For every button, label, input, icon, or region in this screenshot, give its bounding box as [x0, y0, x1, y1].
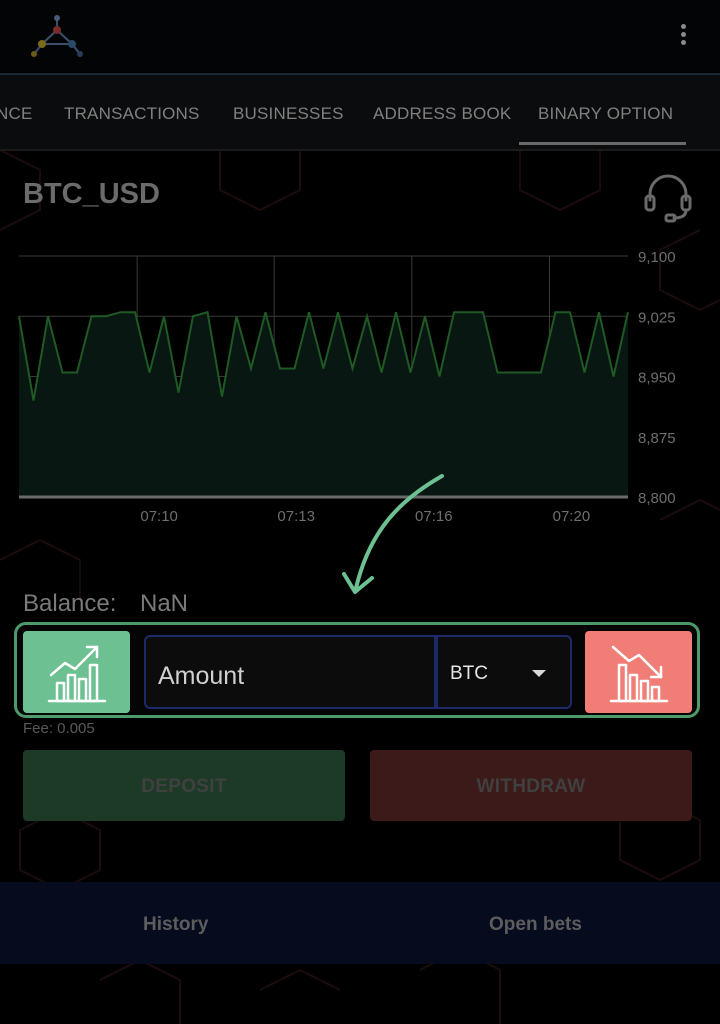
- price-area: [19, 312, 628, 497]
- y-tick-label: 8,800: [638, 490, 676, 507]
- app-bar: [0, 0, 720, 72]
- tab-transactions[interactable]: TRANSACTIONS: [64, 104, 200, 123]
- bet-down-button[interactable]: [585, 631, 692, 713]
- balance-label: Balance:: [23, 590, 117, 617]
- withdraw-button[interactable]: WITHDRAW: [370, 750, 692, 821]
- tab-businesses[interactable]: BUSINESSES: [233, 104, 344, 123]
- bet-up-button[interactable]: [23, 631, 130, 713]
- bar-chart-down-icon: [609, 645, 669, 703]
- y-tick-label: 8,950: [638, 370, 676, 387]
- pair-title: BTC_USD: [23, 178, 160, 210]
- curved-arrow-icon: [342, 474, 444, 594]
- x-tick-label: 07:13: [277, 508, 315, 525]
- deposit-button[interactable]: DEPOSIT: [23, 750, 345, 821]
- more-vert-icon[interactable]: [672, 24, 694, 50]
- price-chart: 9,100 9,025 8,950 8,875 8,800 07:10 07:13 07:1…: [18, 249, 676, 525]
- tab-balance[interactable]: NCE: [0, 104, 33, 123]
- currency-label: BTC: [450, 663, 488, 684]
- y-tick-label: 9,100: [638, 249, 676, 266]
- currency-select[interactable]: BTC: [436, 635, 572, 709]
- nav-open-bets[interactable]: Open bets: [489, 914, 582, 935]
- bar-chart-up-icon: [47, 645, 107, 703]
- deposit-label: DEPOSIT: [141, 776, 227, 797]
- amount-field[interactable]: [144, 635, 436, 709]
- withdraw-label: WITHDRAW: [476, 776, 586, 797]
- balance-value: NaN: [140, 590, 189, 617]
- tab-bar: NCE TRANSACTIONS BUSINESSES ADDRESS BOOK…: [0, 73, 720, 151]
- bottom-nav: History Open bets: [0, 882, 720, 964]
- y-tick-label: 8,875: [638, 430, 676, 447]
- fee-label: Fee: 0.005: [23, 720, 95, 737]
- x-tick-label: 07:10: [140, 508, 178, 525]
- x-tick-label: 07:20: [553, 508, 591, 525]
- y-tick-label: 9,025: [638, 309, 676, 326]
- price-line: [18, 310, 629, 401]
- x-tick-label: 07:16: [415, 508, 453, 525]
- tab-address-book[interactable]: ADDRESS BOOK: [373, 104, 512, 123]
- amount-input[interactable]: [156, 659, 430, 693]
- nav-history[interactable]: History: [143, 914, 209, 935]
- caret-down-icon: [532, 670, 546, 677]
- headset-icon[interactable]: [642, 170, 694, 224]
- network-cube-logo: [31, 15, 83, 57]
- tab-binary-option[interactable]: BINARY OPTION: [538, 104, 674, 123]
- active-tab-indicator: [519, 142, 686, 145]
